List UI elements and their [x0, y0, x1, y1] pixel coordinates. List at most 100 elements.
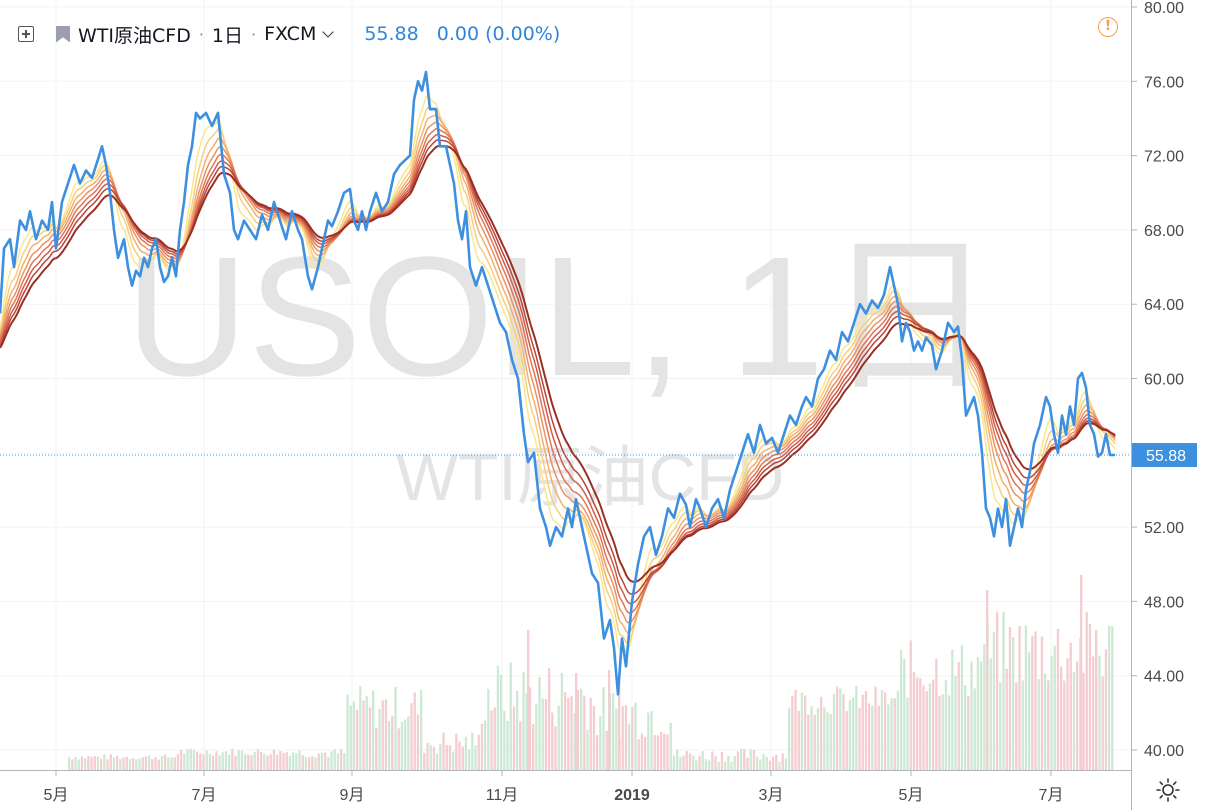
- volume-bar: [845, 711, 848, 770]
- x-tick-label: 2019: [614, 787, 650, 804]
- volume-bar: [167, 757, 170, 770]
- volume-bar: [170, 757, 173, 770]
- volume-bar: [544, 699, 548, 770]
- volume-bar: [688, 753, 692, 770]
- exchange-label[interactable]: FXCM: [264, 23, 317, 45]
- volume-bar: [1047, 680, 1050, 770]
- volume-bar: [826, 712, 829, 770]
- volume-bar: [813, 714, 816, 770]
- volume-bar: [576, 690, 580, 770]
- volume-bar: [583, 695, 586, 770]
- volume-bar: [484, 720, 487, 770]
- volume-bar: [320, 752, 324, 770]
- volume-bar: [423, 752, 426, 770]
- volume-bar: [554, 726, 557, 770]
- volume-bar: [692, 755, 695, 770]
- volume-bar: [820, 696, 823, 770]
- volume-bar: [528, 687, 532, 770]
- volume-bar: [244, 754, 247, 770]
- volume-bar: [884, 692, 887, 770]
- volume-bar: [861, 694, 864, 770]
- volume-bar: [1031, 635, 1034, 770]
- volume-bar: [631, 707, 634, 770]
- volume-bar: [176, 753, 180, 770]
- volume-bar: [301, 755, 304, 770]
- volume-bar: [388, 721, 391, 770]
- volume-bar: [234, 755, 237, 770]
- volume-bar: [1111, 626, 1114, 770]
- volume-bar: [500, 674, 503, 770]
- volume-bar: [103, 754, 106, 770]
- volume-bar: [228, 755, 231, 770]
- volume-bar: [439, 743, 442, 770]
- volume-bar: [164, 754, 167, 770]
- volume-bar: [490, 710, 493, 770]
- volume-bar: [906, 697, 909, 770]
- volume-bar: [87, 756, 90, 770]
- volume-bar: [743, 749, 746, 770]
- volume-bar: [375, 727, 378, 770]
- volume-bar: [336, 753, 340, 770]
- volume-bar: [1095, 630, 1098, 770]
- volume-bar: [816, 708, 820, 770]
- volume-bar: [192, 750, 196, 770]
- volume-bar: [666, 734, 669, 770]
- symbol-name[interactable]: WTI原油CFD: [78, 24, 191, 47]
- volume-bar: [1024, 625, 1028, 770]
- volume-bar: [948, 695, 951, 770]
- volume-bar: [829, 714, 832, 770]
- volume-bar: [77, 759, 80, 770]
- volume-bar: [941, 694, 944, 770]
- volume-bar: [900, 649, 903, 770]
- chevron-down-icon[interactable]: [322, 26, 335, 38]
- volume-bar: [160, 755, 164, 770]
- expand-icon[interactable]: [18, 26, 34, 42]
- volume-bar: [183, 753, 186, 770]
- y-tick-label: 68.00: [1144, 223, 1184, 240]
- volume-bar: [1085, 612, 1088, 770]
- volume-bar: [893, 698, 896, 770]
- volume-bar: [1092, 656, 1095, 770]
- volume-bar: [842, 693, 845, 770]
- warning-icon[interactable]: !: [1098, 17, 1118, 37]
- volume-bar: [426, 742, 429, 770]
- volume-bar: [685, 751, 688, 770]
- volume-bar: [157, 759, 160, 770]
- volume-bar: [922, 685, 925, 770]
- volume-bar: [797, 711, 800, 770]
- volume-bar: [951, 649, 954, 770]
- volume-bar: [775, 754, 778, 770]
- volume-bar: [400, 721, 404, 770]
- gear-icon[interactable]: [1155, 777, 1181, 803]
- volume-bar: [266, 755, 269, 770]
- volume-bar: [122, 757, 125, 770]
- volume-bar: [333, 748, 336, 770]
- volume-bar: [874, 686, 877, 770]
- volume-bar: [359, 686, 362, 770]
- volume-bar: [848, 699, 852, 770]
- volume-bar: [973, 688, 976, 770]
- volume-bar: [618, 684, 621, 770]
- volume-bar: [548, 667, 551, 770]
- flag-icon[interactable]: [56, 25, 70, 43]
- volume-bar: [989, 658, 992, 770]
- volume-bar: [932, 679, 935, 770]
- volume-bar: [532, 723, 535, 770]
- volume-bar: [279, 751, 282, 770]
- interval-label[interactable]: 1日: [211, 24, 244, 47]
- price-line-group: [0, 70, 1115, 696]
- volume-bar: [560, 673, 564, 770]
- volume-bar: [404, 719, 407, 770]
- volume-bar: [1037, 679, 1040, 770]
- volume-bar: [580, 688, 583, 770]
- volume-bar: [1044, 673, 1047, 770]
- volume-bar: [1072, 671, 1076, 770]
- volume-bar: [205, 750, 208, 770]
- volume-bar: [173, 757, 176, 770]
- y-tick-label: 48.00: [1144, 594, 1184, 611]
- volume-bar: [1076, 661, 1079, 770]
- volume-bar: [1050, 655, 1053, 770]
- volume-bar: [909, 640, 912, 770]
- volume-bar: [112, 757, 116, 770]
